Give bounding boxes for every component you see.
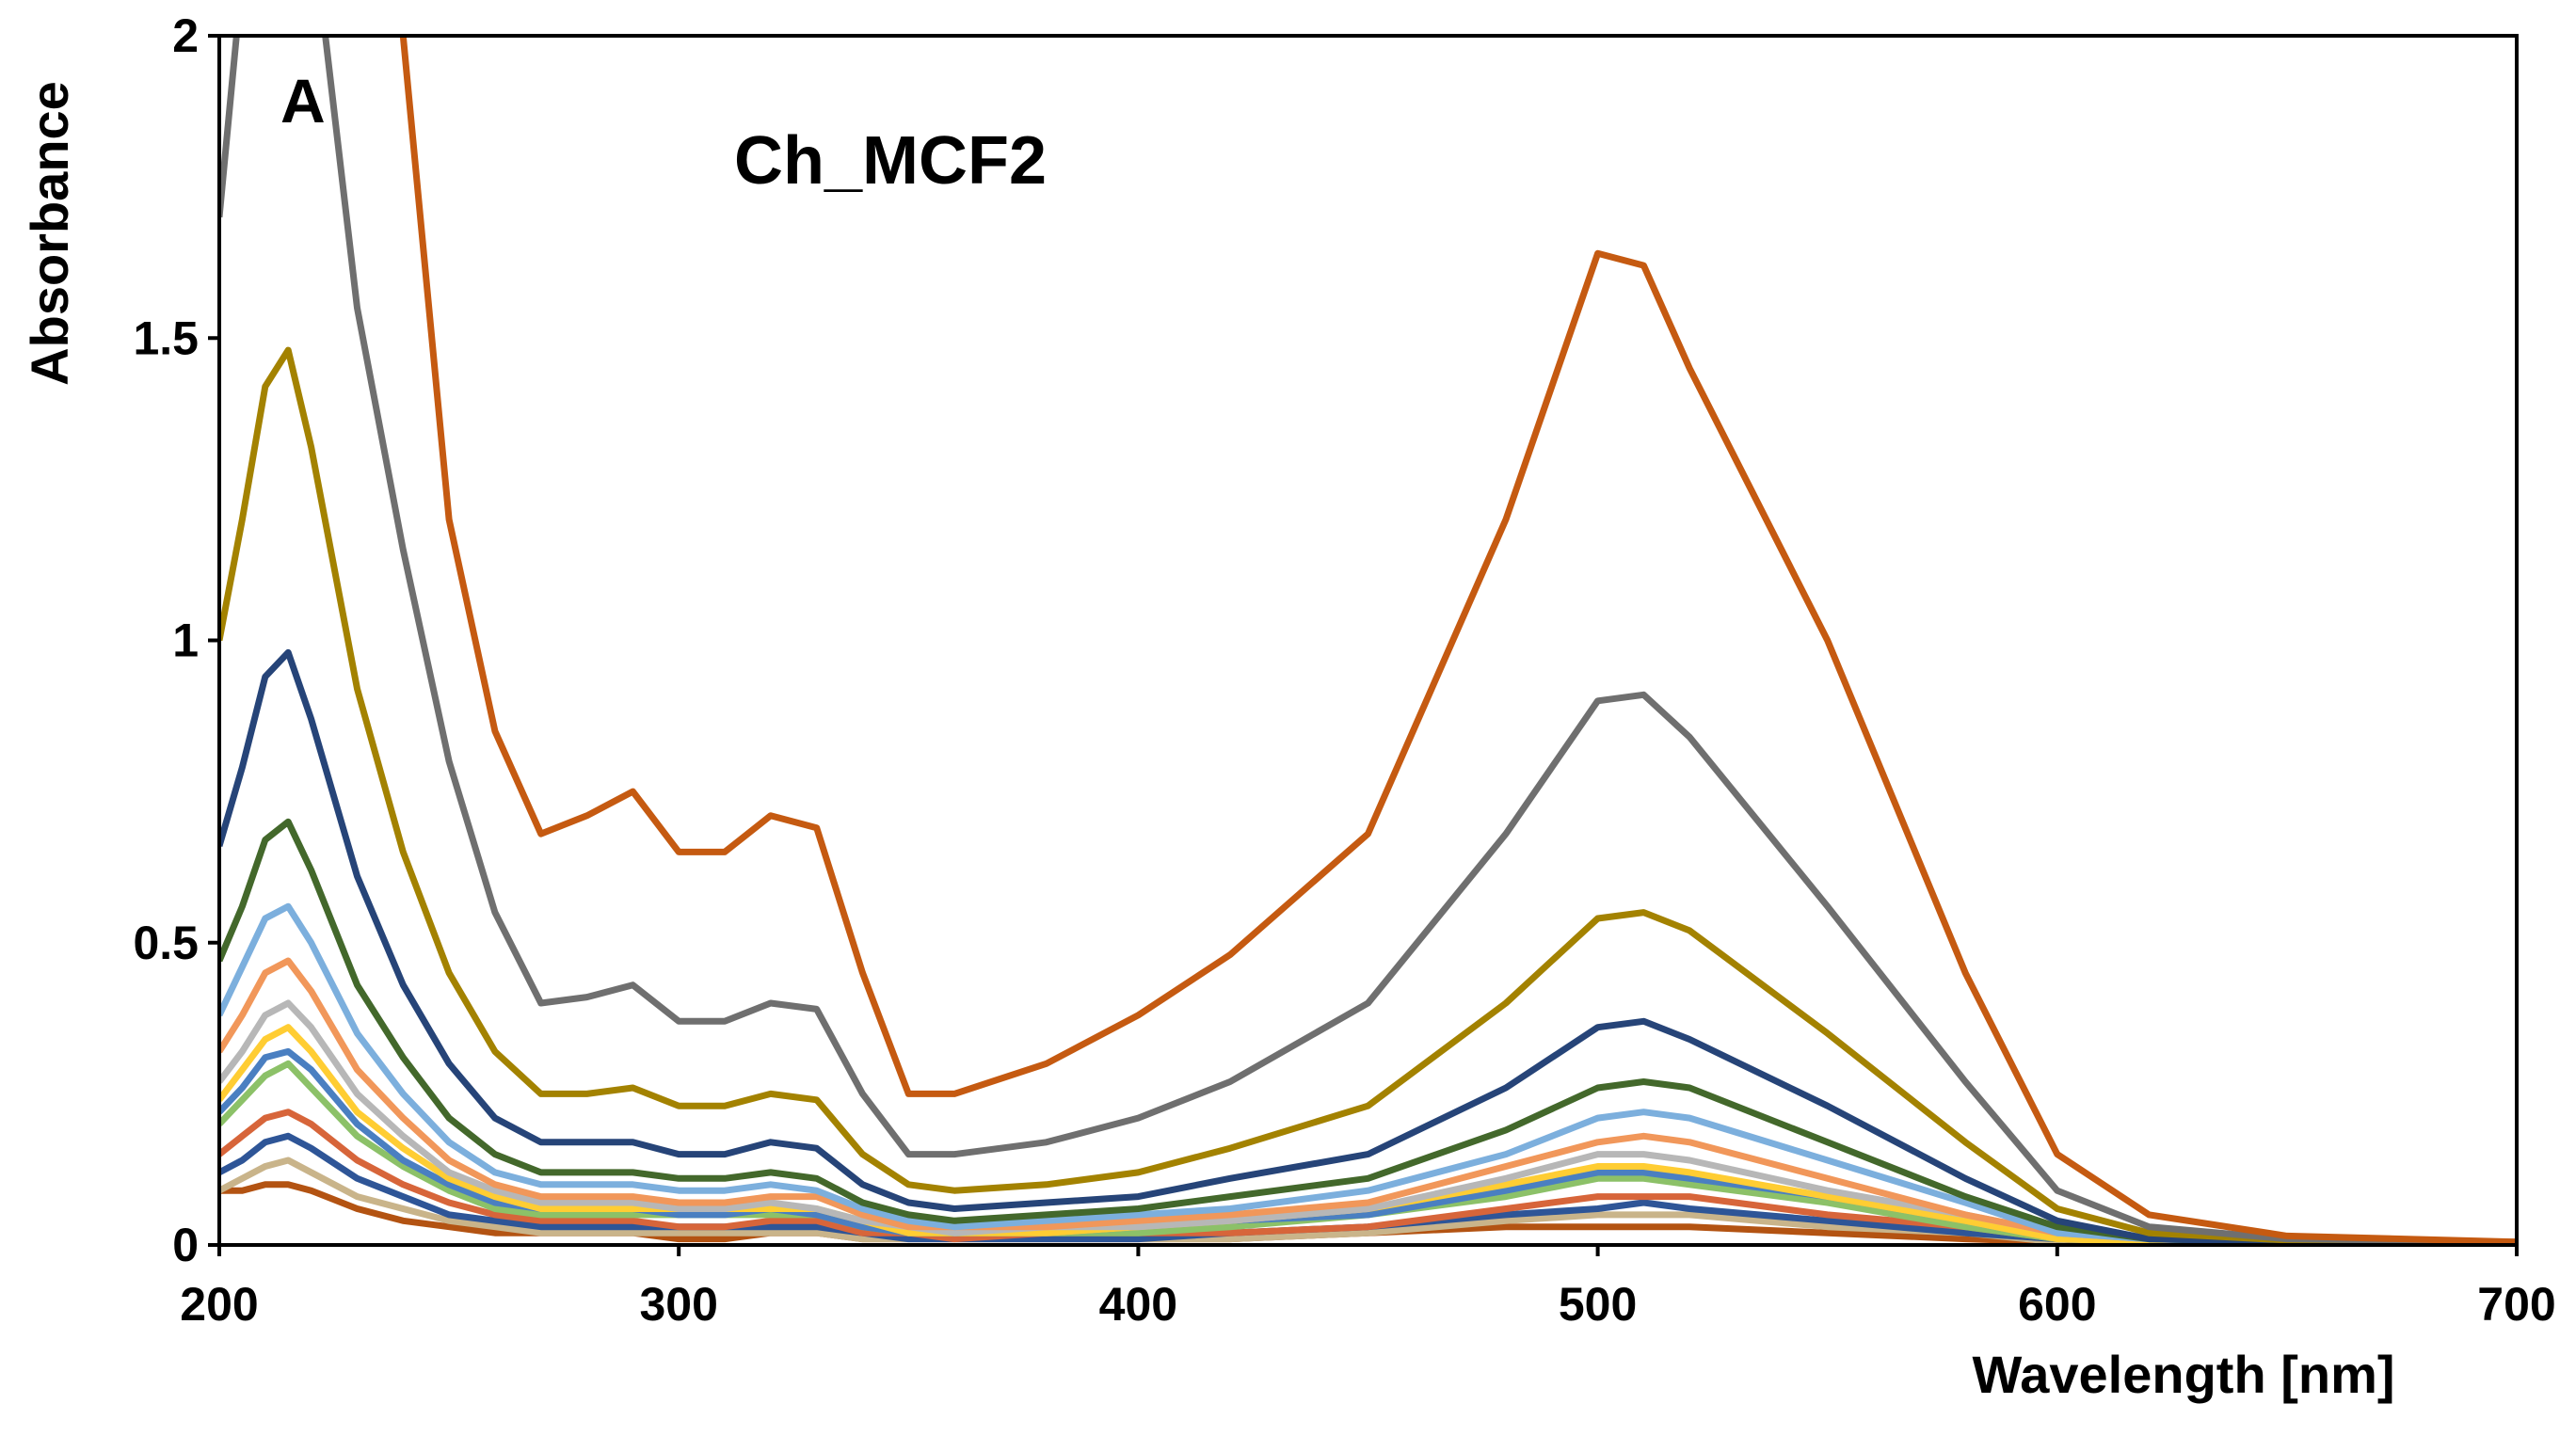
y-tick-label: 1.5 xyxy=(133,311,199,364)
series-line xyxy=(219,818,2517,1245)
panel-label: A xyxy=(280,66,326,136)
x-tick-label: 700 xyxy=(2477,1278,2555,1331)
x-axis-label: Wavelength [nm] xyxy=(1972,1345,2394,1404)
chart-title: Ch_MCF2 xyxy=(734,123,1047,199)
x-tick-label: 300 xyxy=(639,1278,717,1331)
plot-lines xyxy=(219,36,2517,1245)
series-line xyxy=(219,902,2517,1245)
y-tick-label: 0.5 xyxy=(133,917,199,969)
x-tick-label: 500 xyxy=(1559,1278,1637,1331)
y-tick-label: 2 xyxy=(172,9,199,62)
plot-frame xyxy=(217,34,2519,1247)
series-line xyxy=(219,648,2517,1245)
series-line xyxy=(399,36,2517,1245)
series-line xyxy=(219,1157,2517,1245)
series-line xyxy=(219,36,2517,1245)
x-tick-label: 200 xyxy=(180,1278,258,1331)
y-axis-label: Absorbance xyxy=(20,81,79,386)
y-tick-label: 1 xyxy=(172,614,199,667)
series-line xyxy=(219,957,2517,1245)
x-tick-label: 400 xyxy=(1099,1278,1177,1331)
y-tick-label: 0 xyxy=(172,1219,199,1271)
series-line xyxy=(219,1109,2517,1245)
x-tick-label: 600 xyxy=(2018,1278,2096,1331)
series-line xyxy=(219,999,2517,1245)
series-line xyxy=(219,346,2517,1245)
